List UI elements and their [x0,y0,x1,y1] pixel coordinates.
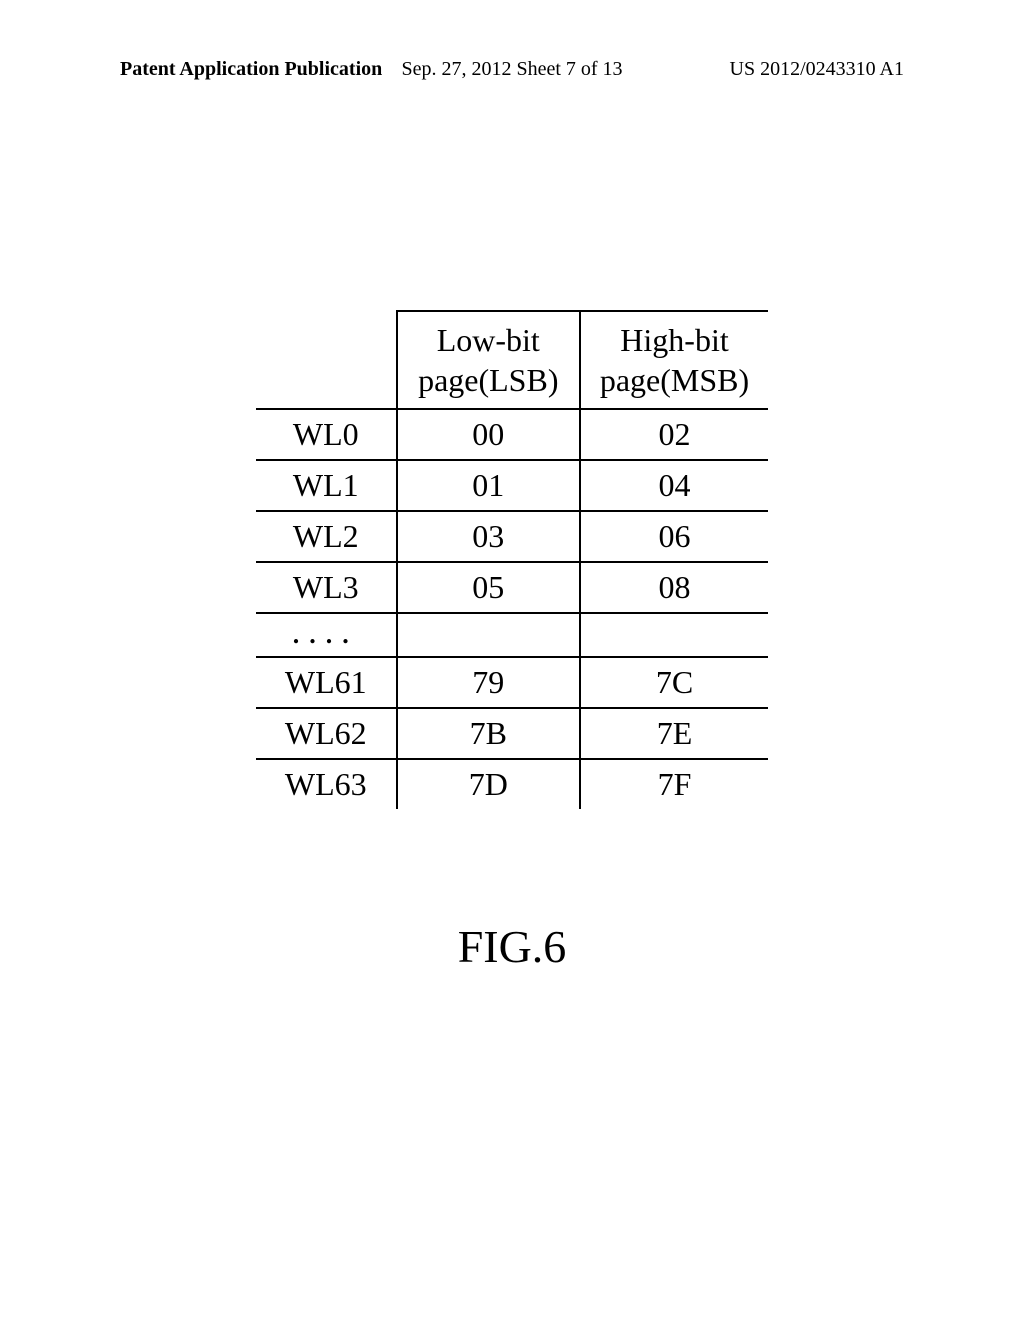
lsb-cell: 7B [397,708,580,759]
wl-cell: WL2 [256,511,397,562]
lsb-cell: 7D [397,759,580,809]
header-right-text: US 2012/0243310 A1 [730,58,904,81]
msb-cell: 7C [580,657,768,708]
page-header: Patent Application Publication Sep. 27, … [0,58,1024,81]
wl-cell: WL1 [256,460,397,511]
table-row: WL62 7B 7E [256,708,768,759]
wl-cell: WL63 [256,759,397,809]
msb-cell: 04 [580,460,768,511]
wl-cell: WL0 [256,409,397,460]
lsb-cell: 79 [397,657,580,708]
table-row: WL0 00 02 [256,409,768,460]
lsb-cell: 05 [397,562,580,613]
msb-cell [580,613,768,657]
table-row: WL61 79 7C [256,657,768,708]
wl-ellipsis-cell: .... [256,613,397,657]
header-msb: High-bit page(MSB) [580,311,768,409]
table-row: WL2 03 06 [256,511,768,562]
wl-cell: WL3 [256,562,397,613]
wordline-page-table: Low-bit page(LSB) High-bit page(MSB) WL0… [256,310,768,809]
msb-cell: 02 [580,409,768,460]
header-empty-cell [256,311,397,409]
msb-cell: 08 [580,562,768,613]
msb-cell: 7F [580,759,768,809]
msb-cell: 7E [580,708,768,759]
table-row: WL3 05 08 [256,562,768,613]
table-row-ellipsis: .... [256,613,768,657]
table-row: WL1 01 04 [256,460,768,511]
table-row: WL63 7D 7F [256,759,768,809]
figure-label: FIG.6 [458,920,567,973]
header-lsb: Low-bit page(LSB) [397,311,580,409]
table-header-row: Low-bit page(LSB) High-bit page(MSB) [256,311,768,409]
lsb-cell [397,613,580,657]
header-left-text: Patent Application Publication [120,58,382,81]
lsb-cell: 00 [397,409,580,460]
msb-cell: 06 [580,511,768,562]
lsb-cell: 03 [397,511,580,562]
wordline-page-table-container: Low-bit page(LSB) High-bit page(MSB) WL0… [256,310,768,809]
wl-cell: WL61 [256,657,397,708]
wl-cell: WL62 [256,708,397,759]
lsb-cell: 01 [397,460,580,511]
header-center-text: Sep. 27, 2012 Sheet 7 of 13 [401,58,622,81]
